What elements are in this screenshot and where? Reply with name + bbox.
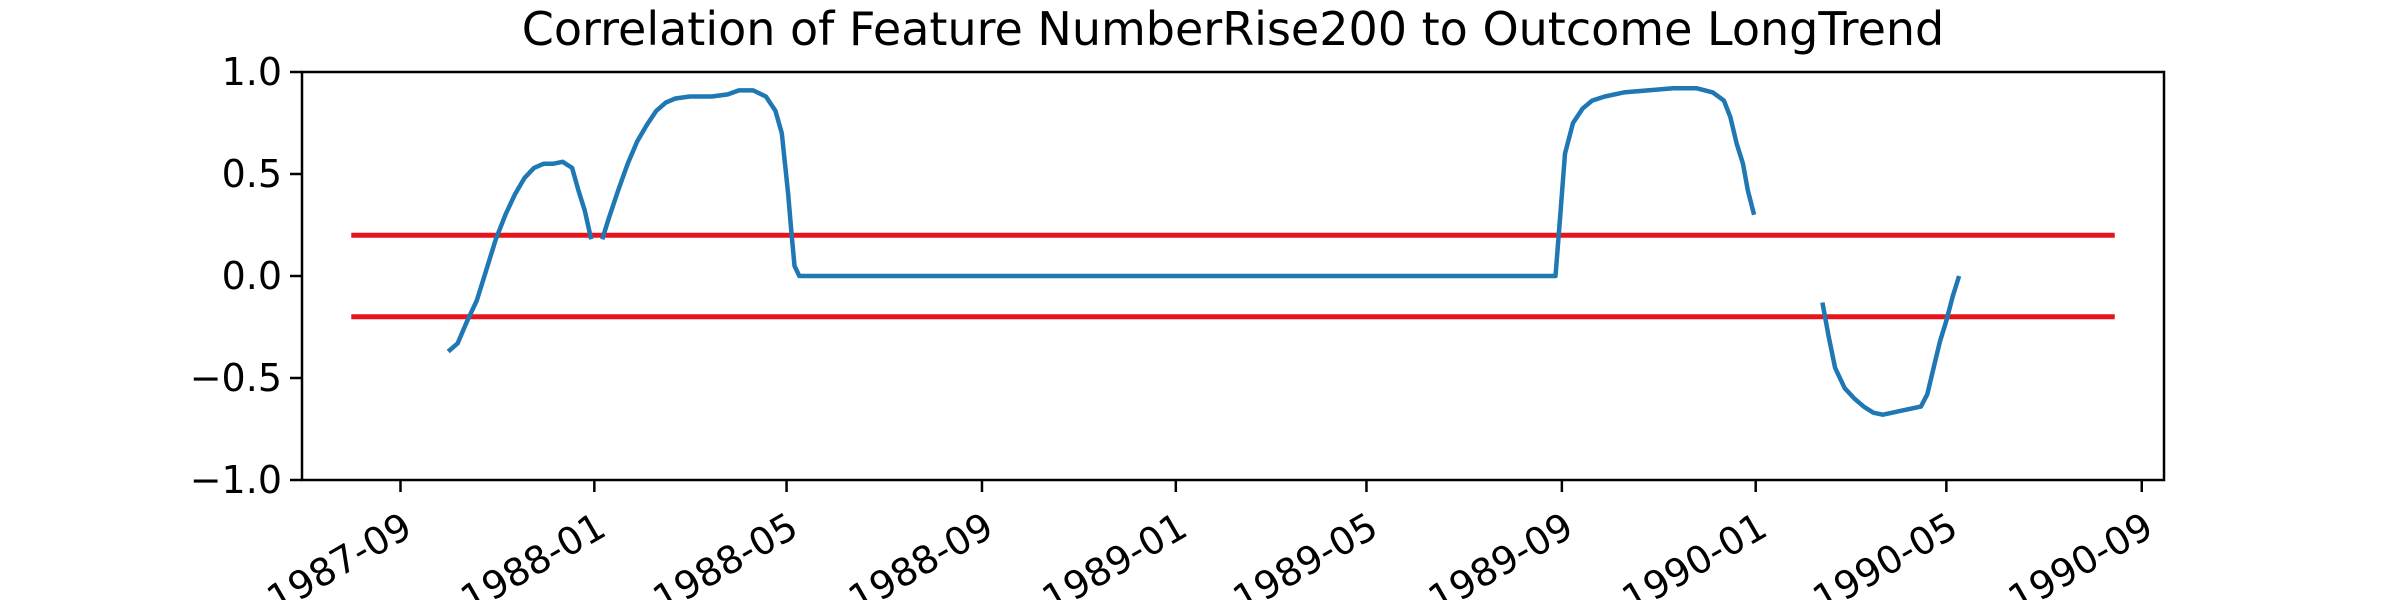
x-tick-label-2: 1988-05 [646,504,806,600]
x-tick-label-3: 1988-09 [841,504,1001,600]
series-lines [446,86,1962,417]
y-tick-label-4: 1.0 [222,50,282,94]
series-0-segment-2 [1820,275,1962,417]
y-tick-label-1: −0.5 [190,356,282,400]
x-tick-label-5: 1989-05 [1225,504,1385,600]
y-axis: −1.0 −0.5 0.0 0.5 1.0 [190,50,302,502]
series-0-segment-1 [600,86,1757,279]
threshold-lines [351,232,2115,320]
x-axis: 1987-09 1988-01 1988-05 1988-09 1989-01 1989-… [259,480,2160,600]
chart-title: Correlation of Feature NumberRise200 to … [522,2,1944,56]
x-tick-label-9: 1990-09 [2001,504,2161,600]
x-tick-label-8: 1990-05 [1805,504,1965,600]
x-tick-label-1: 1988-01 [453,504,613,600]
y-tick-label-2: 0.0 [222,254,282,298]
series-0-segment-0 [446,159,594,354]
y-tick-label-0: −1.0 [190,458,282,502]
x-tick-label-7: 1990-01 [1615,504,1775,600]
x-tick-label-6: 1989-09 [1421,504,1581,600]
x-tick-label-4: 1989-01 [1035,504,1195,600]
y-tick-label-3: 0.5 [222,152,282,196]
x-tick-label-0: 1987-09 [259,504,419,600]
